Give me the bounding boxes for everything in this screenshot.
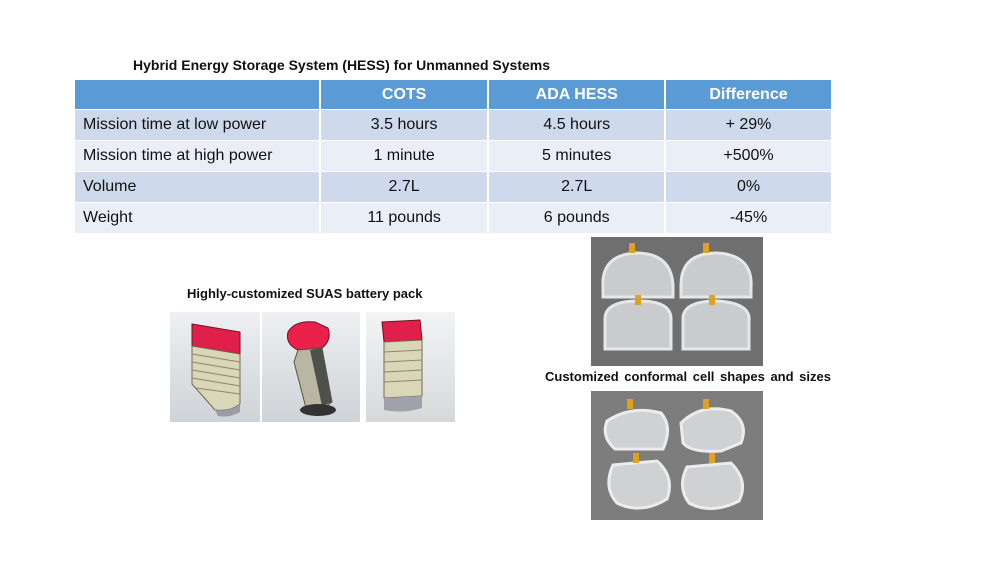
difference-value: 0%	[665, 171, 831, 203]
row-label: Mission time at low power	[75, 109, 321, 141]
table-row: Weight 11 pounds 6 pounds -45%	[75, 202, 831, 233]
table-row: Volume 2.7L 2.7L 0%	[75, 171, 831, 203]
conformal-cells-caption: Customized conformal cell shapes and siz…	[545, 369, 831, 384]
ada-hess-value: 4.5 hours	[488, 109, 667, 141]
pack-render-tilted-view	[262, 312, 360, 422]
conformal-cells-photo-bottom	[591, 391, 763, 520]
pack-render-front-view	[366, 312, 455, 422]
difference-value: + 29%	[665, 109, 831, 141]
battery-pack-renders	[170, 312, 455, 422]
row-label: Mission time at high power	[75, 140, 321, 172]
row-label: Weight	[75, 202, 321, 233]
cots-value: 1 minute	[319, 140, 490, 172]
ada-hess-value: 2.7L	[488, 171, 667, 203]
difference-value: -45%	[665, 202, 831, 233]
cots-value: 3.5 hours	[319, 109, 490, 141]
table-row: Mission time at high power 1 minute 5 mi…	[75, 140, 831, 172]
table-row: Mission time at low power 3.5 hours 4.5 …	[75, 109, 831, 141]
header-cell-cots: COTS	[319, 80, 490, 110]
table-header-row: COTS ADA HESS Difference	[75, 80, 831, 110]
pack-render-side-view	[170, 312, 260, 422]
ada-hess-value: 6 pounds	[488, 202, 667, 233]
battery-pack-caption: Highly-customized SUAS battery pack	[187, 286, 423, 301]
header-cell-ada-hess: ADA HESS	[488, 80, 667, 110]
ada-hess-value: 5 minutes	[488, 140, 667, 172]
conformal-cells-photo-top	[591, 237, 763, 366]
header-cell-empty	[75, 80, 321, 110]
cots-value: 11 pounds	[319, 202, 490, 233]
difference-value: +500%	[665, 140, 831, 172]
header-cell-difference: Difference	[665, 80, 831, 110]
row-label: Volume	[75, 171, 321, 203]
slide-title: Hybrid Energy Storage System (HESS) for …	[133, 57, 550, 73]
cots-value: 2.7L	[319, 171, 490, 203]
comparison-table: COTS ADA HESS Difference Mission time at…	[75, 80, 831, 233]
